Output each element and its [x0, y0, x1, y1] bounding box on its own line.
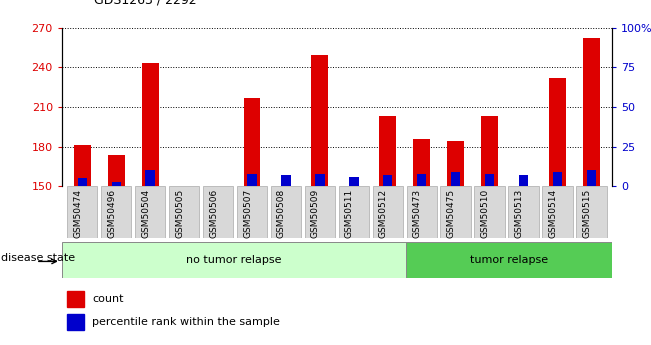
Text: percentile rank within the sample: percentile rank within the sample	[92, 317, 280, 327]
Bar	[583, 38, 600, 186]
Text: GSM50504: GSM50504	[141, 189, 150, 238]
Bar	[519, 175, 529, 186]
Text: GSM50474: GSM50474	[73, 189, 82, 238]
Bar	[339, 186, 369, 238]
Bar	[372, 186, 403, 238]
Bar	[417, 174, 426, 186]
Bar	[315, 174, 325, 186]
Bar	[475, 186, 505, 238]
Bar	[67, 314, 84, 330]
Bar	[271, 186, 301, 238]
Bar	[243, 98, 260, 186]
Text: GSM50505: GSM50505	[175, 189, 184, 238]
Bar	[406, 241, 612, 278]
Bar	[67, 186, 98, 238]
Bar	[111, 181, 121, 186]
Bar	[74, 145, 90, 186]
Bar	[485, 174, 494, 186]
Bar	[62, 241, 406, 278]
Bar	[542, 186, 573, 238]
Bar	[145, 170, 155, 186]
Bar	[553, 172, 562, 186]
Bar	[481, 116, 498, 186]
Bar	[447, 141, 464, 186]
Text: GSM50515: GSM50515	[583, 189, 592, 238]
Bar	[101, 186, 132, 238]
Bar	[441, 186, 471, 238]
Bar	[142, 63, 159, 186]
Bar	[383, 175, 393, 186]
Text: GSM50513: GSM50513	[515, 189, 523, 238]
Text: GSM50510: GSM50510	[480, 189, 490, 238]
Text: GSM50475: GSM50475	[447, 189, 456, 238]
Bar	[413, 139, 430, 186]
Text: GSM50507: GSM50507	[243, 189, 252, 238]
Bar	[77, 178, 87, 186]
Bar	[549, 78, 566, 186]
Bar	[576, 186, 607, 238]
Bar	[107, 155, 124, 186]
Text: GSM50511: GSM50511	[345, 189, 354, 238]
Bar	[451, 172, 460, 186]
Bar	[135, 186, 165, 238]
Text: tumor relapse: tumor relapse	[470, 255, 548, 265]
Bar	[311, 55, 328, 186]
Text: GSM50514: GSM50514	[549, 189, 558, 238]
Bar	[349, 177, 359, 186]
Text: GSM50512: GSM50512	[379, 189, 388, 238]
Text: GSM50509: GSM50509	[311, 189, 320, 238]
Text: GDS1263 / 2292: GDS1263 / 2292	[94, 0, 197, 7]
Text: disease state: disease state	[1, 253, 75, 263]
Text: GSM50496: GSM50496	[107, 189, 116, 238]
Bar	[587, 170, 596, 186]
Bar	[237, 186, 268, 238]
Text: GSM50506: GSM50506	[209, 189, 218, 238]
Bar	[247, 174, 256, 186]
Text: no tumor relapse: no tumor relapse	[186, 255, 281, 265]
Bar	[202, 186, 233, 238]
Bar	[508, 186, 539, 238]
Bar	[380, 116, 396, 186]
Bar	[67, 291, 84, 307]
Text: GSM50508: GSM50508	[277, 189, 286, 238]
Text: count: count	[92, 294, 124, 304]
Bar	[169, 186, 199, 238]
Text: GSM50473: GSM50473	[413, 189, 422, 238]
Bar	[281, 175, 290, 186]
Bar	[406, 186, 437, 238]
Bar	[305, 186, 335, 238]
